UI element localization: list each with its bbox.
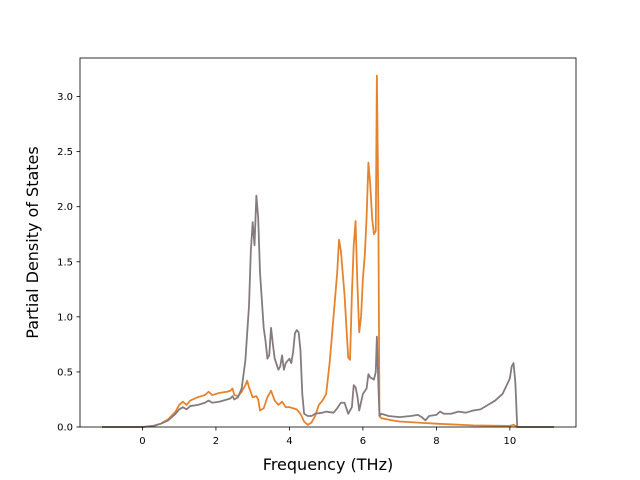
y-tick-label: 1.5 bbox=[57, 257, 73, 268]
y-tick-label: 0.5 bbox=[57, 367, 73, 378]
plot-lines bbox=[102, 74, 554, 428]
x-tick-label: 4 bbox=[286, 436, 292, 447]
y-axis-ticks: 0.0 0.5 1.0 1.5 2.0 2.5 3.0 bbox=[57, 92, 80, 434]
y-tick-label: 3.0 bbox=[57, 92, 73, 103]
y-tick-label: 2.5 bbox=[57, 147, 73, 158]
x-axis-ticks: 0 2 4 6 8 10 bbox=[139, 427, 516, 447]
plot-frame bbox=[79, 57, 577, 428]
y-tick-label: 1.0 bbox=[57, 312, 73, 323]
series-line-2 bbox=[102, 194, 554, 428]
x-tick-label: 6 bbox=[360, 436, 366, 447]
x-axis-label: Frequency (THz) bbox=[263, 455, 393, 474]
x-tick-label: 0 bbox=[139, 436, 145, 447]
x-tick-label: 10 bbox=[503, 436, 516, 447]
x-tick-label: 8 bbox=[433, 436, 439, 447]
x-tick-label: 2 bbox=[213, 436, 219, 447]
y-axis-label: Partial Density of States bbox=[23, 146, 42, 338]
y-tick-label: 2.0 bbox=[57, 202, 73, 213]
y-tick-label: 0.0 bbox=[57, 423, 73, 434]
series-line-1 bbox=[102, 74, 554, 428]
